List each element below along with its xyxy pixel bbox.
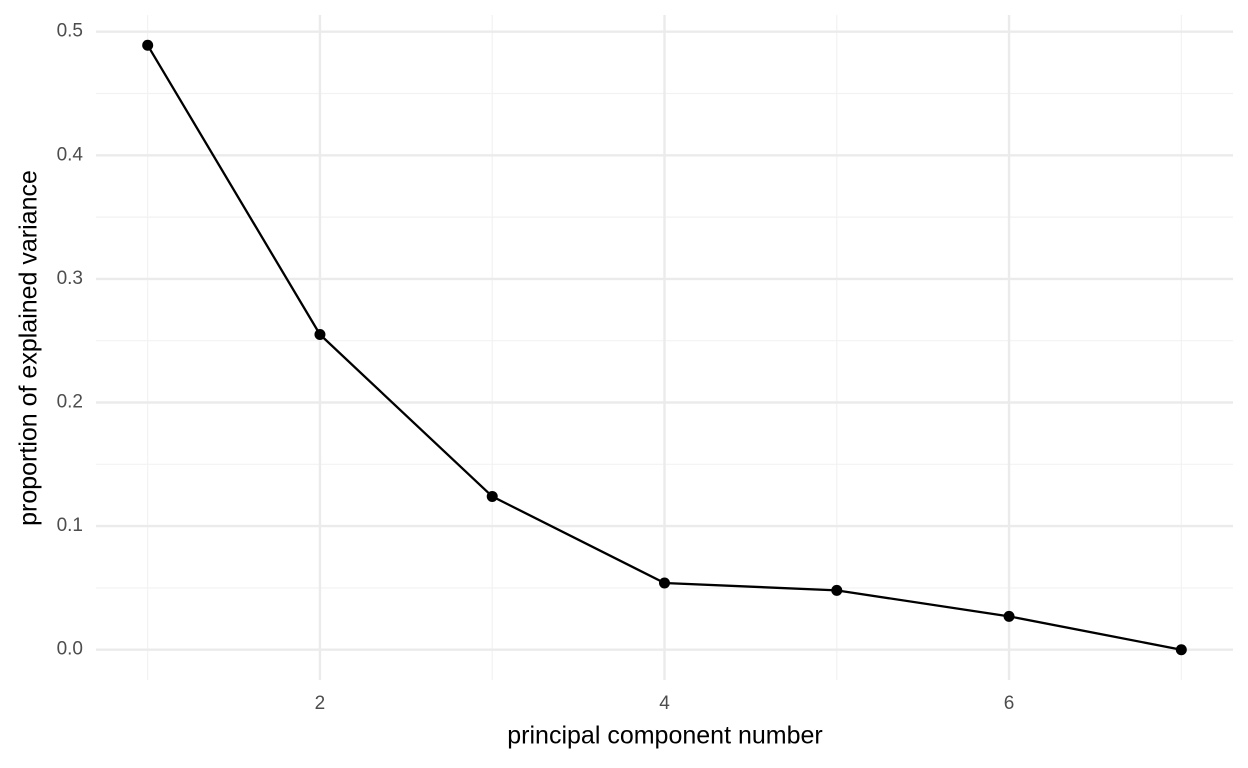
x-tick-label: 2 — [315, 693, 326, 714]
point — [314, 329, 326, 341]
point — [1003, 610, 1015, 622]
point — [831, 584, 843, 596]
y-tick-label: 0.4 — [57, 144, 84, 165]
y-tick-label: 0.1 — [57, 515, 83, 536]
point — [1175, 644, 1187, 656]
ticks: 0.0 0.1 0.2 0.3 0.4 0.5 2 4 6 — [57, 21, 1015, 714]
y-tick-label: 0.5 — [57, 21, 83, 42]
point — [486, 490, 498, 502]
x-tick-label: 4 — [659, 693, 670, 714]
y-tick-label: 0.3 — [57, 268, 83, 289]
x-tick-label: 6 — [1004, 693, 1015, 714]
point — [659, 577, 670, 589]
marks — [142, 39, 1187, 656]
y-axis-title: proportion of explained variance — [15, 170, 43, 526]
y-tick-label: 0.2 — [57, 392, 83, 413]
x-axis-title: principal component number — [507, 722, 822, 750]
grid — [96, 15, 1233, 680]
y-tick-label: 0.0 — [57, 639, 83, 660]
point — [142, 39, 154, 51]
